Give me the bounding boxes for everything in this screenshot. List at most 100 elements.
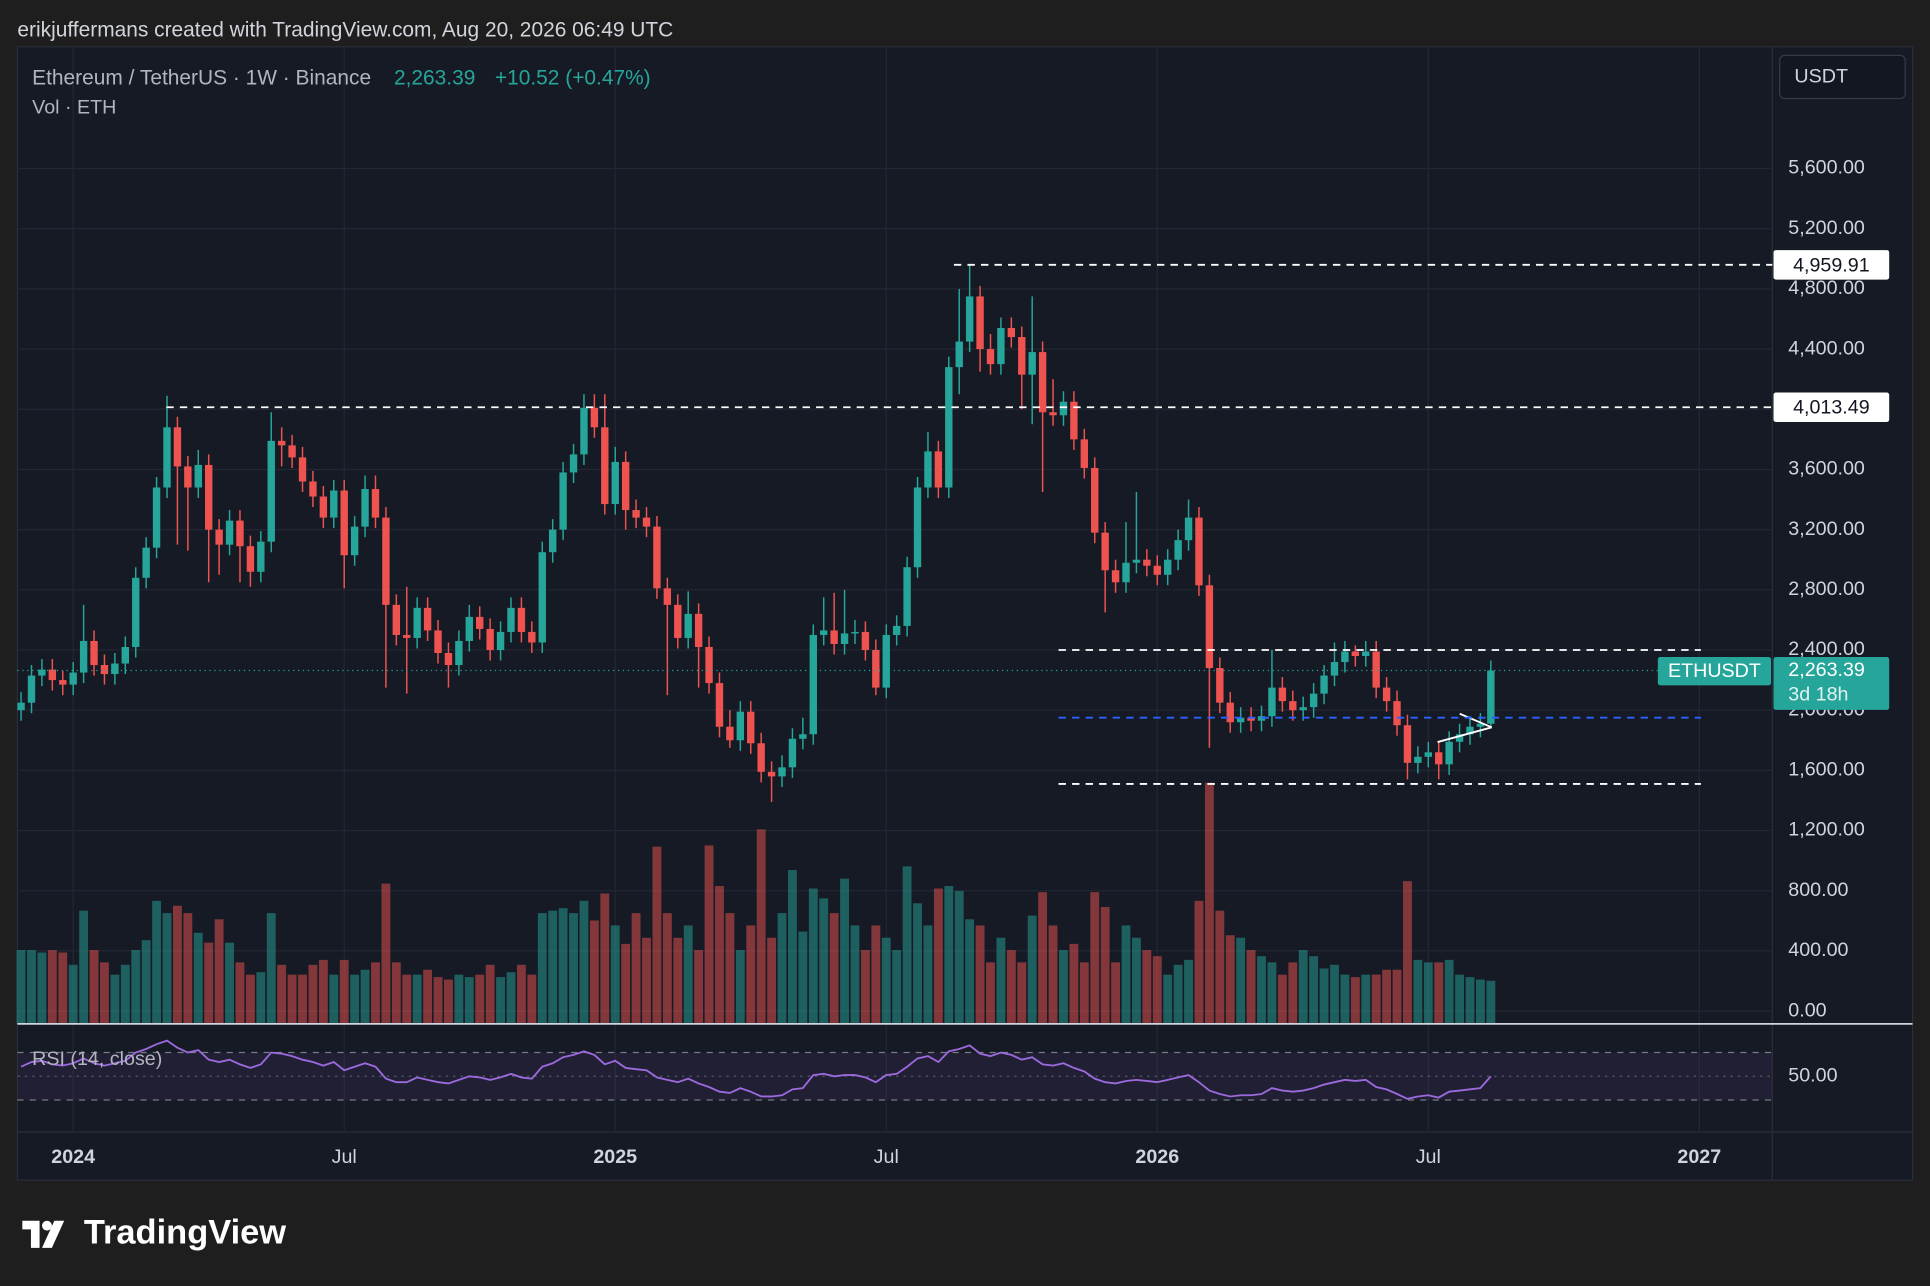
volume-bar [162, 913, 172, 1024]
y-tick-label: 800.00 [1788, 879, 1848, 901]
volume-bar [1361, 974, 1371, 1024]
candle-body [1403, 725, 1412, 763]
candle-body [1007, 328, 1016, 338]
candle-body [1184, 517, 1193, 541]
x-tick-label: Jul [874, 1146, 899, 1168]
volume-bar [256, 972, 266, 1024]
candle-body [382, 517, 390, 605]
candle-body [423, 607, 432, 631]
candle-body [173, 427, 182, 467]
volume-bar [996, 937, 1006, 1024]
candle-body [715, 683, 724, 727]
candle-body [1487, 670, 1495, 724]
candle-body [111, 663, 119, 675]
candle-body [455, 640, 463, 666]
volume-bar [965, 919, 975, 1024]
candle-body [548, 529, 557, 553]
volume-bar [621, 943, 631, 1024]
candle-body [413, 607, 421, 638]
currency-label[interactable]: USDT [1794, 66, 1848, 88]
candle-body [1435, 752, 1443, 765]
candle-body [257, 541, 265, 572]
volume-bar [1142, 950, 1152, 1024]
volume-bar [860, 950, 870, 1024]
candle-body [1049, 412, 1057, 416]
candle-body [945, 367, 953, 488]
candle-body [1174, 540, 1182, 560]
volume-bar [819, 898, 829, 1024]
volume-bar [746, 925, 756, 1024]
volume-bar [767, 937, 777, 1024]
candle-body [1476, 723, 1485, 727]
x-tick-label: 2024 [51, 1146, 95, 1168]
candle-body [205, 464, 213, 530]
volume-bar [423, 969, 433, 1024]
candle-body [601, 427, 609, 505]
candle-body [788, 738, 797, 768]
candle-body [100, 665, 109, 675]
candle-body [1330, 662, 1339, 676]
candle-body [350, 526, 359, 556]
volume-bar [1173, 964, 1183, 1024]
volume-bar [391, 962, 401, 1024]
candle-body [1091, 467, 1099, 533]
volume-bar [1434, 962, 1444, 1024]
candle-body [1153, 565, 1161, 575]
candle-body [799, 734, 807, 739]
volume-pane [16, 782, 1496, 1024]
level-label: 4,013.49 [1793, 397, 1870, 419]
candle-body [132, 577, 140, 647]
volume-bar [235, 962, 245, 1024]
volume-bar [475, 974, 485, 1024]
volume-bar [1475, 979, 1485, 1024]
volume-bar [120, 964, 130, 1024]
volume-bar [1267, 962, 1277, 1024]
rsi-tick-label: 50.00 [1788, 1064, 1837, 1086]
candle-body [778, 767, 786, 777]
volume-bar [902, 866, 912, 1024]
candle-body [1309, 693, 1318, 708]
volume-bar [1455, 974, 1465, 1024]
volume-bar [610, 925, 620, 1024]
volume-bar [715, 886, 724, 1024]
candle-body [653, 526, 661, 589]
volume-bar [558, 908, 568, 1024]
candle-body [1341, 651, 1349, 663]
candle-body [861, 631, 870, 650]
volume-bar [1413, 959, 1423, 1024]
volume-bar [1257, 956, 1266, 1024]
candle-body [924, 451, 932, 488]
volume-bar [47, 950, 57, 1024]
candle-body [1122, 562, 1130, 583]
candle-body [330, 490, 338, 518]
candle-body [955, 341, 963, 368]
y-tick-label: 1,600.00 [1788, 759, 1865, 781]
y-tick-label: 1,200.00 [1788, 819, 1865, 841]
candle-body [17, 702, 25, 711]
candle-body [1059, 401, 1068, 416]
candle-body [1393, 701, 1401, 726]
volume-bar [1215, 910, 1225, 1024]
currency-button[interactable] [1779, 54, 1906, 100]
candle-body [1268, 687, 1276, 717]
candle-body [1205, 585, 1214, 669]
last-price-axis-label: 2,263.39 [1788, 659, 1865, 681]
brand-logo: TradingView [22, 1213, 286, 1251]
volume-bar [329, 974, 339, 1024]
candle-body [59, 680, 67, 685]
volume-bar [923, 925, 933, 1024]
volume-bar [371, 962, 380, 1024]
candle-body [736, 711, 745, 741]
candle-body [830, 630, 838, 644]
volume-bar [308, 964, 318, 1024]
y-tick-label: 3,600.00 [1788, 458, 1865, 480]
candle-body [997, 328, 1005, 365]
candle-body [517, 607, 526, 632]
volume-bar [986, 962, 995, 1024]
volume-legend: Vol · ETH [32, 96, 116, 118]
candle-body [747, 711, 755, 744]
volume-bar [850, 925, 860, 1024]
volume-bar [412, 974, 422, 1024]
candle-body [142, 547, 150, 578]
